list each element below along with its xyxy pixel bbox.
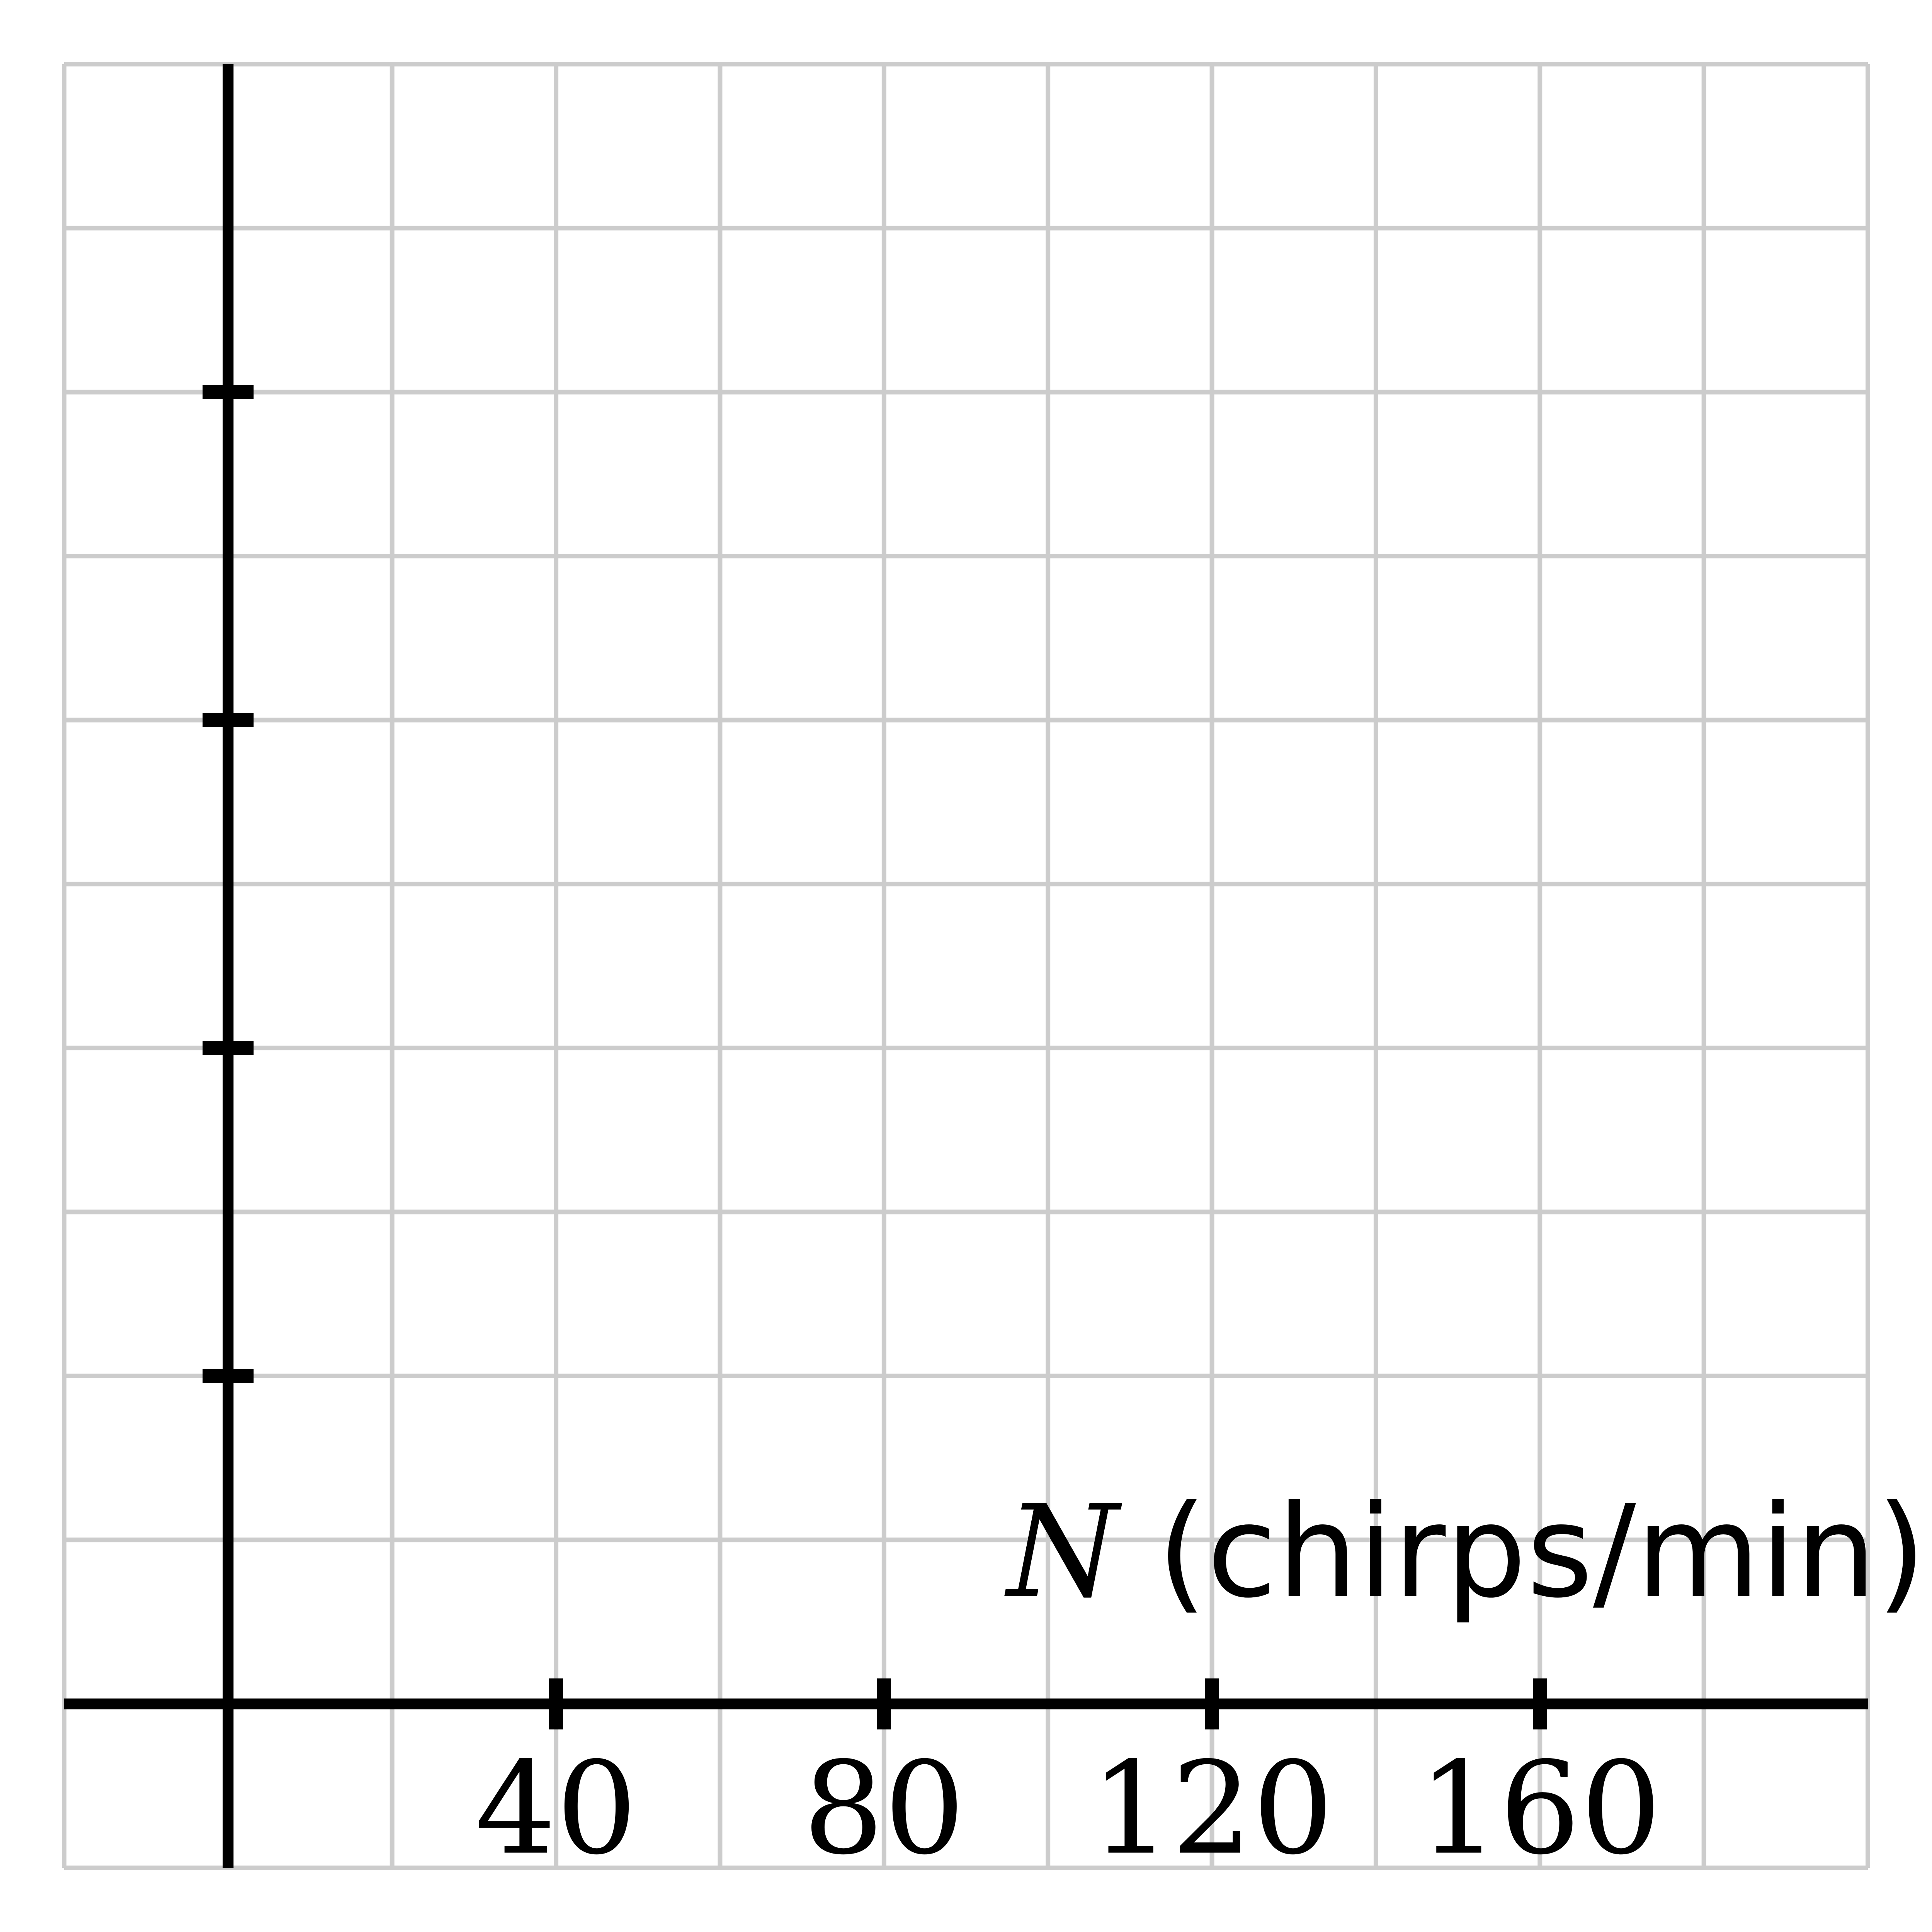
ticks — [202, 385, 1547, 1730]
x-tick-label-120: 120 — [1090, 1735, 1334, 1883]
x-axis-variable: N — [1003, 1478, 1122, 1626]
x-tick-label-160: 160 — [1418, 1735, 1662, 1883]
axes — [64, 64, 1868, 1868]
tick-labels: 40 80 120 160 — [475, 1735, 1662, 1883]
x-axis-label: N (chirps/min) — [1003, 1478, 1926, 1626]
x-axis-unit: (chirps/min) — [1157, 1478, 1926, 1626]
x-tick-label-40: 40 — [475, 1735, 637, 1883]
x-tick-label-80: 80 — [803, 1735, 965, 1883]
